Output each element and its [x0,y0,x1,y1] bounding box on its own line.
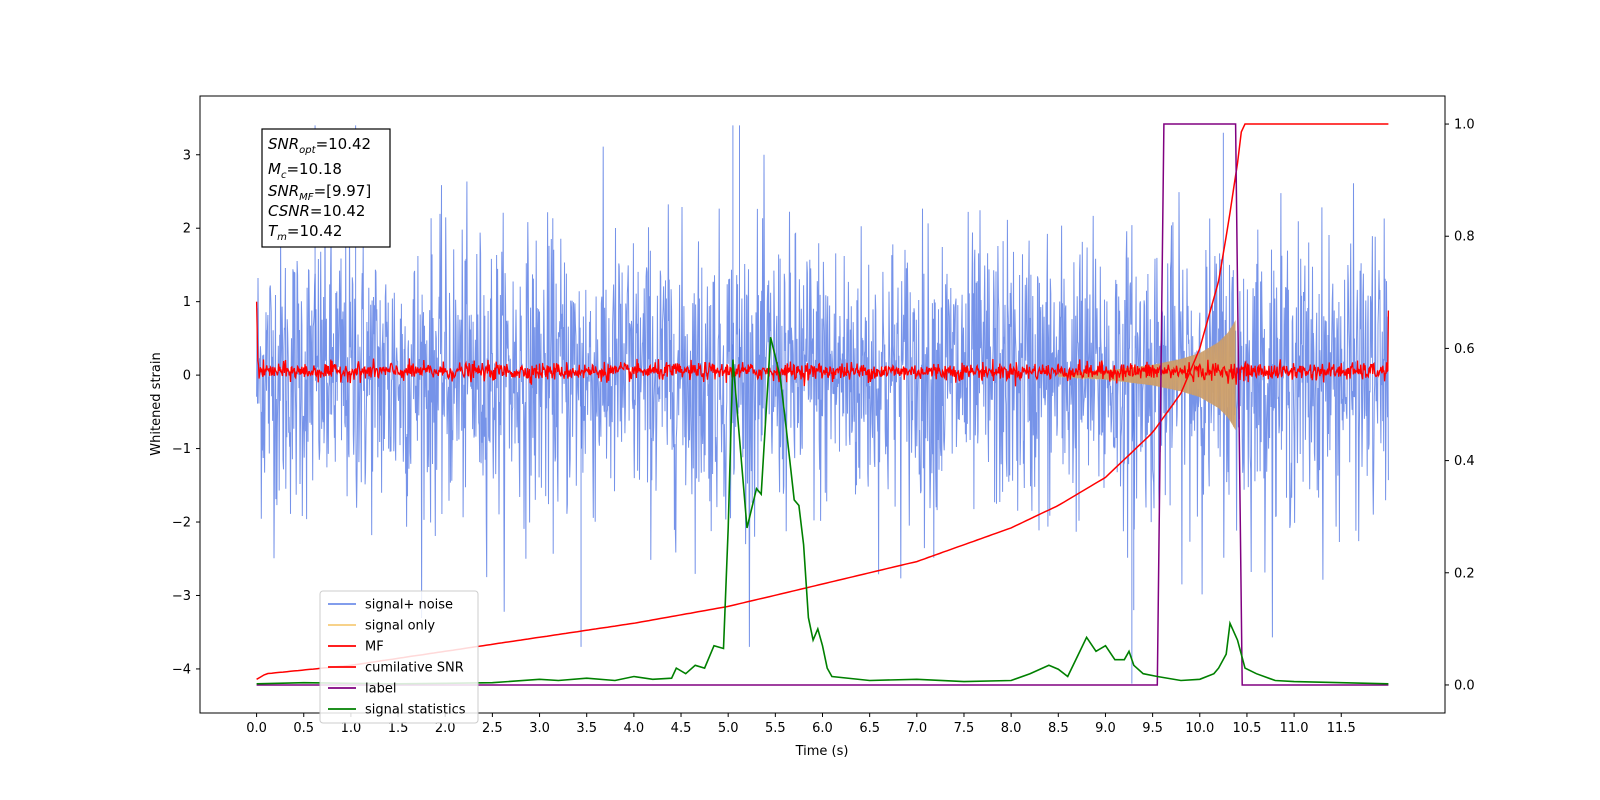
x-tick-label-2: 1.0 [341,721,362,736]
y2-tick-label-5: 0.0 [1454,678,1475,693]
x-tick-label-4: 2.0 [435,721,456,736]
y-tick-label-3: 0 [183,369,191,384]
stats-box-frame [261,128,391,248]
legend-label-label: label [365,682,396,697]
x-tick-label-13: 6.5 [859,721,880,736]
series-mf [255,301,1390,387]
x-tick-label-16: 8.0 [1001,721,1022,736]
x-tick-label-8: 4.0 [624,721,645,736]
x-tick-label-10: 5.0 [718,721,739,736]
x-tick-label-7: 3.5 [576,721,597,736]
x-tick-label-23: 11.5 [1327,721,1356,736]
y-tick-label-4: −1 [172,442,191,457]
y2-tick-label-3: 0.4 [1454,454,1475,469]
y2-tick-label-2: 0.6 [1454,342,1475,357]
y2-tick-label-0: 1.0 [1454,118,1475,133]
stats-box: SNRopt=10.42 Mc=10.18 SNRMF=[9.97] CSNR=… [261,128,391,248]
y2-tick-label-4: 0.2 [1454,566,1475,581]
x-tick-label-21: 10.5 [1232,721,1261,736]
series-label [256,123,1389,686]
x-tick-label-20: 10.0 [1185,721,1214,736]
stats-line-snr-opt: SNRopt=10.42 [268,135,371,156]
stats-line-snr-mf: SNRMF=[9.97] [268,182,371,203]
stats-line-mc: Mc=10.18 [268,160,342,181]
y-axis-label: Whitened strain [149,352,164,455]
axes-layer: 0.0 0.5 1.0 1.5 2.0 2.5 3.0 3.5 4.0 4.5 5.0 5.5 6.0 6… [172,118,1475,736]
y-tick-label-1: 2 [183,222,191,237]
x-tick-label-9: 4.5 [671,721,692,736]
y-tick-label-0: 3 [183,148,191,163]
legend-items: signal+ noise signal only MF cumilative SNR… [328,598,466,718]
x-tick-label-0: 0.0 [246,721,267,736]
y-tick-label-7: −4 [172,662,191,677]
y-tick-label-6: −3 [172,589,191,604]
x-axis-label: Time (s) [795,744,849,759]
x-tick-label-11: 5.5 [765,721,786,736]
y2-tick-label-1: 0.8 [1454,230,1475,245]
legend-frame [319,590,479,724]
x-tick-label-17: 8.5 [1048,721,1069,736]
x-tick-label-12: 6.0 [812,721,833,736]
legend-label-signal-statistics: signal statistics [365,703,466,718]
x-tick-label-19: 9.5 [1142,721,1163,736]
x-tick-label-15: 7.5 [954,721,975,736]
legend-label-cumilative-snr: cumilative SNR [365,661,464,676]
legend-label-mf: MF [365,640,384,655]
x-tick-label-5: 2.5 [482,721,503,736]
stats-line-tm: Tm=10.42 [268,222,342,243]
legend-label-signal-only: signal only [365,619,435,634]
x-tick-label-3: 1.5 [388,721,409,736]
x-tick-label-14: 7.0 [906,721,927,736]
legend-label-signal-noise: signal+ noise [365,598,453,613]
x-tick-label-6: 3.0 [529,721,550,736]
stats-line-csnr: CSNR=10.42 [268,202,365,220]
legend: signal+ noise signal only MF cumilative SNR… [319,590,479,724]
series-signal-statistics [256,337,1389,685]
x-tick-label-22: 11.0 [1280,721,1309,736]
y-tick-label-5: −2 [172,516,191,531]
x-tick-label-1: 0.5 [293,721,314,736]
x-tick-label-18: 9.0 [1095,721,1116,736]
series-signal-noise [256,146,1389,647]
plot-layer [255,123,1390,686]
y-tick-label-2: 1 [183,295,191,310]
